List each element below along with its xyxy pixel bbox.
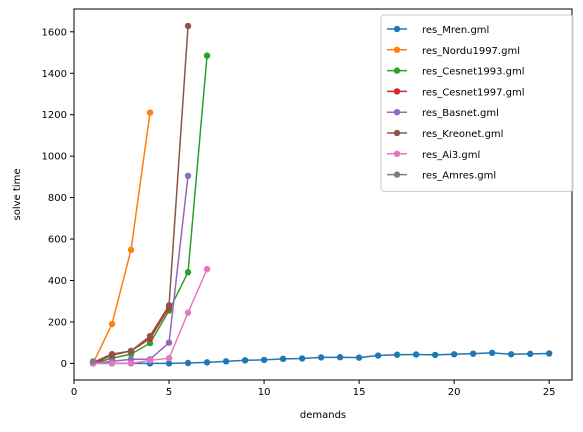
data-point [184, 172, 192, 180]
legend-marker [393, 109, 401, 116]
series-6 [89, 22, 192, 366]
legend-label: res_Basnet.gml [422, 108, 499, 119]
data-point [146, 339, 154, 347]
x-tick-label: 10 [258, 387, 271, 398]
data-point [222, 358, 230, 365]
series-line [93, 268, 208, 365]
data-point [203, 359, 211, 366]
data-point [165, 302, 173, 309]
legend-box [380, 14, 574, 192]
legend-label: res_Kreonet.gml [422, 129, 503, 140]
y-tick-label: 200 [48, 317, 67, 328]
y-tick-label: 1400 [42, 69, 67, 80]
data-point [184, 309, 192, 316]
x-tick-label: 5 [166, 387, 172, 398]
y-tick-label: 600 [48, 235, 67, 246]
data-point [412, 351, 420, 358]
legend-label: res_Ai3.gml [422, 150, 480, 161]
data-point [450, 351, 458, 358]
series-7 [89, 265, 211, 367]
legend: res_Mren.gml res_Nordu1997.gml res_Cesnet1… [380, 14, 574, 192]
legend-item: res_Basnet.gml [387, 108, 499, 119]
data-point [507, 351, 515, 358]
y-tick-label: 1200 [42, 110, 67, 121]
data-point [203, 52, 211, 59]
data-point [146, 109, 154, 116]
data-point [165, 360, 173, 367]
y-tick-label: 400 [48, 276, 67, 287]
x-tick-label: 25 [543, 387, 556, 398]
data-point [298, 355, 306, 362]
data-point [203, 265, 211, 273]
data-point [184, 359, 192, 367]
y-axis-ticks: 0 200 400 600 800 1000 1200 1400 1600 [42, 27, 74, 370]
plot-frame [73, 8, 573, 381]
data-point [108, 350, 116, 358]
legend-marker [393, 129, 401, 137]
legend-item: res_Cesnet1993.gml [387, 67, 525, 78]
x-tick-label: 20 [448, 387, 461, 398]
y-axis-label: solve time [12, 169, 23, 221]
data-point [146, 332, 154, 340]
legend-item: res_Kreonet.gml [387, 129, 503, 140]
data-point [184, 22, 192, 30]
data-point [127, 347, 135, 355]
y-tick-label: 1600 [42, 27, 67, 38]
data-point [127, 360, 135, 367]
series-8 [89, 358, 97, 365]
legend-item: res_Nordu1997.gml [387, 46, 520, 57]
data-point [108, 360, 116, 367]
legend-label: res_Amres.gml [422, 171, 496, 182]
data-point [184, 269, 192, 276]
data-point [165, 355, 173, 362]
data-point [545, 350, 553, 357]
series-line [92, 25, 189, 364]
data-point [526, 350, 534, 358]
data-point [165, 339, 173, 346]
legend-label: res_Cesnet1997.gml [422, 87, 525, 98]
series-layer [89, 22, 553, 367]
x-axis-label: demands [300, 410, 346, 421]
y-tick-label: 800 [48, 193, 67, 204]
data-point [241, 357, 249, 364]
legend-item: res_Amres.gml [387, 171, 496, 182]
data-point [431, 351, 439, 359]
data-point [317, 354, 325, 361]
legend-marker [393, 46, 401, 53]
x-tick-label: 0 [71, 387, 77, 398]
legend-marker [393, 67, 401, 74]
data-point [108, 320, 116, 328]
legend-marker [393, 150, 401, 157]
series-line [92, 112, 151, 364]
data-point [146, 357, 154, 364]
data-point [355, 354, 363, 361]
legend-item: res_Ai3.gml [387, 150, 480, 161]
series-2 [89, 109, 154, 367]
legend-item: res_Mren.gml [387, 25, 489, 36]
legend-marker [393, 171, 401, 178]
legend-label: res_Mren.gml [422, 25, 489, 36]
legend-label: res_Nordu1997.gml [422, 46, 520, 57]
legend-marker [393, 88, 401, 95]
legend-item: res_Cesnet1997.gml [387, 87, 525, 98]
legend-marker [393, 25, 401, 33]
data-point [374, 352, 382, 359]
y-tick-label: 1000 [42, 152, 67, 163]
x-tick-label: 15 [353, 387, 366, 398]
legend-label: res_Cesnet1993.gml [422, 67, 525, 78]
data-point [127, 246, 135, 254]
data-point [260, 356, 268, 364]
series-line [92, 55, 208, 365]
data-point [336, 354, 344, 361]
series-3 [89, 52, 211, 367]
data-point [279, 355, 287, 363]
data-point [488, 349, 496, 357]
data-point [393, 351, 401, 358]
y-tick-label: 0 [61, 359, 67, 370]
data-point [89, 358, 97, 365]
data-point [469, 350, 477, 357]
x-axis-ticks: 0 5 10 15 20 25 [71, 380, 556, 398]
